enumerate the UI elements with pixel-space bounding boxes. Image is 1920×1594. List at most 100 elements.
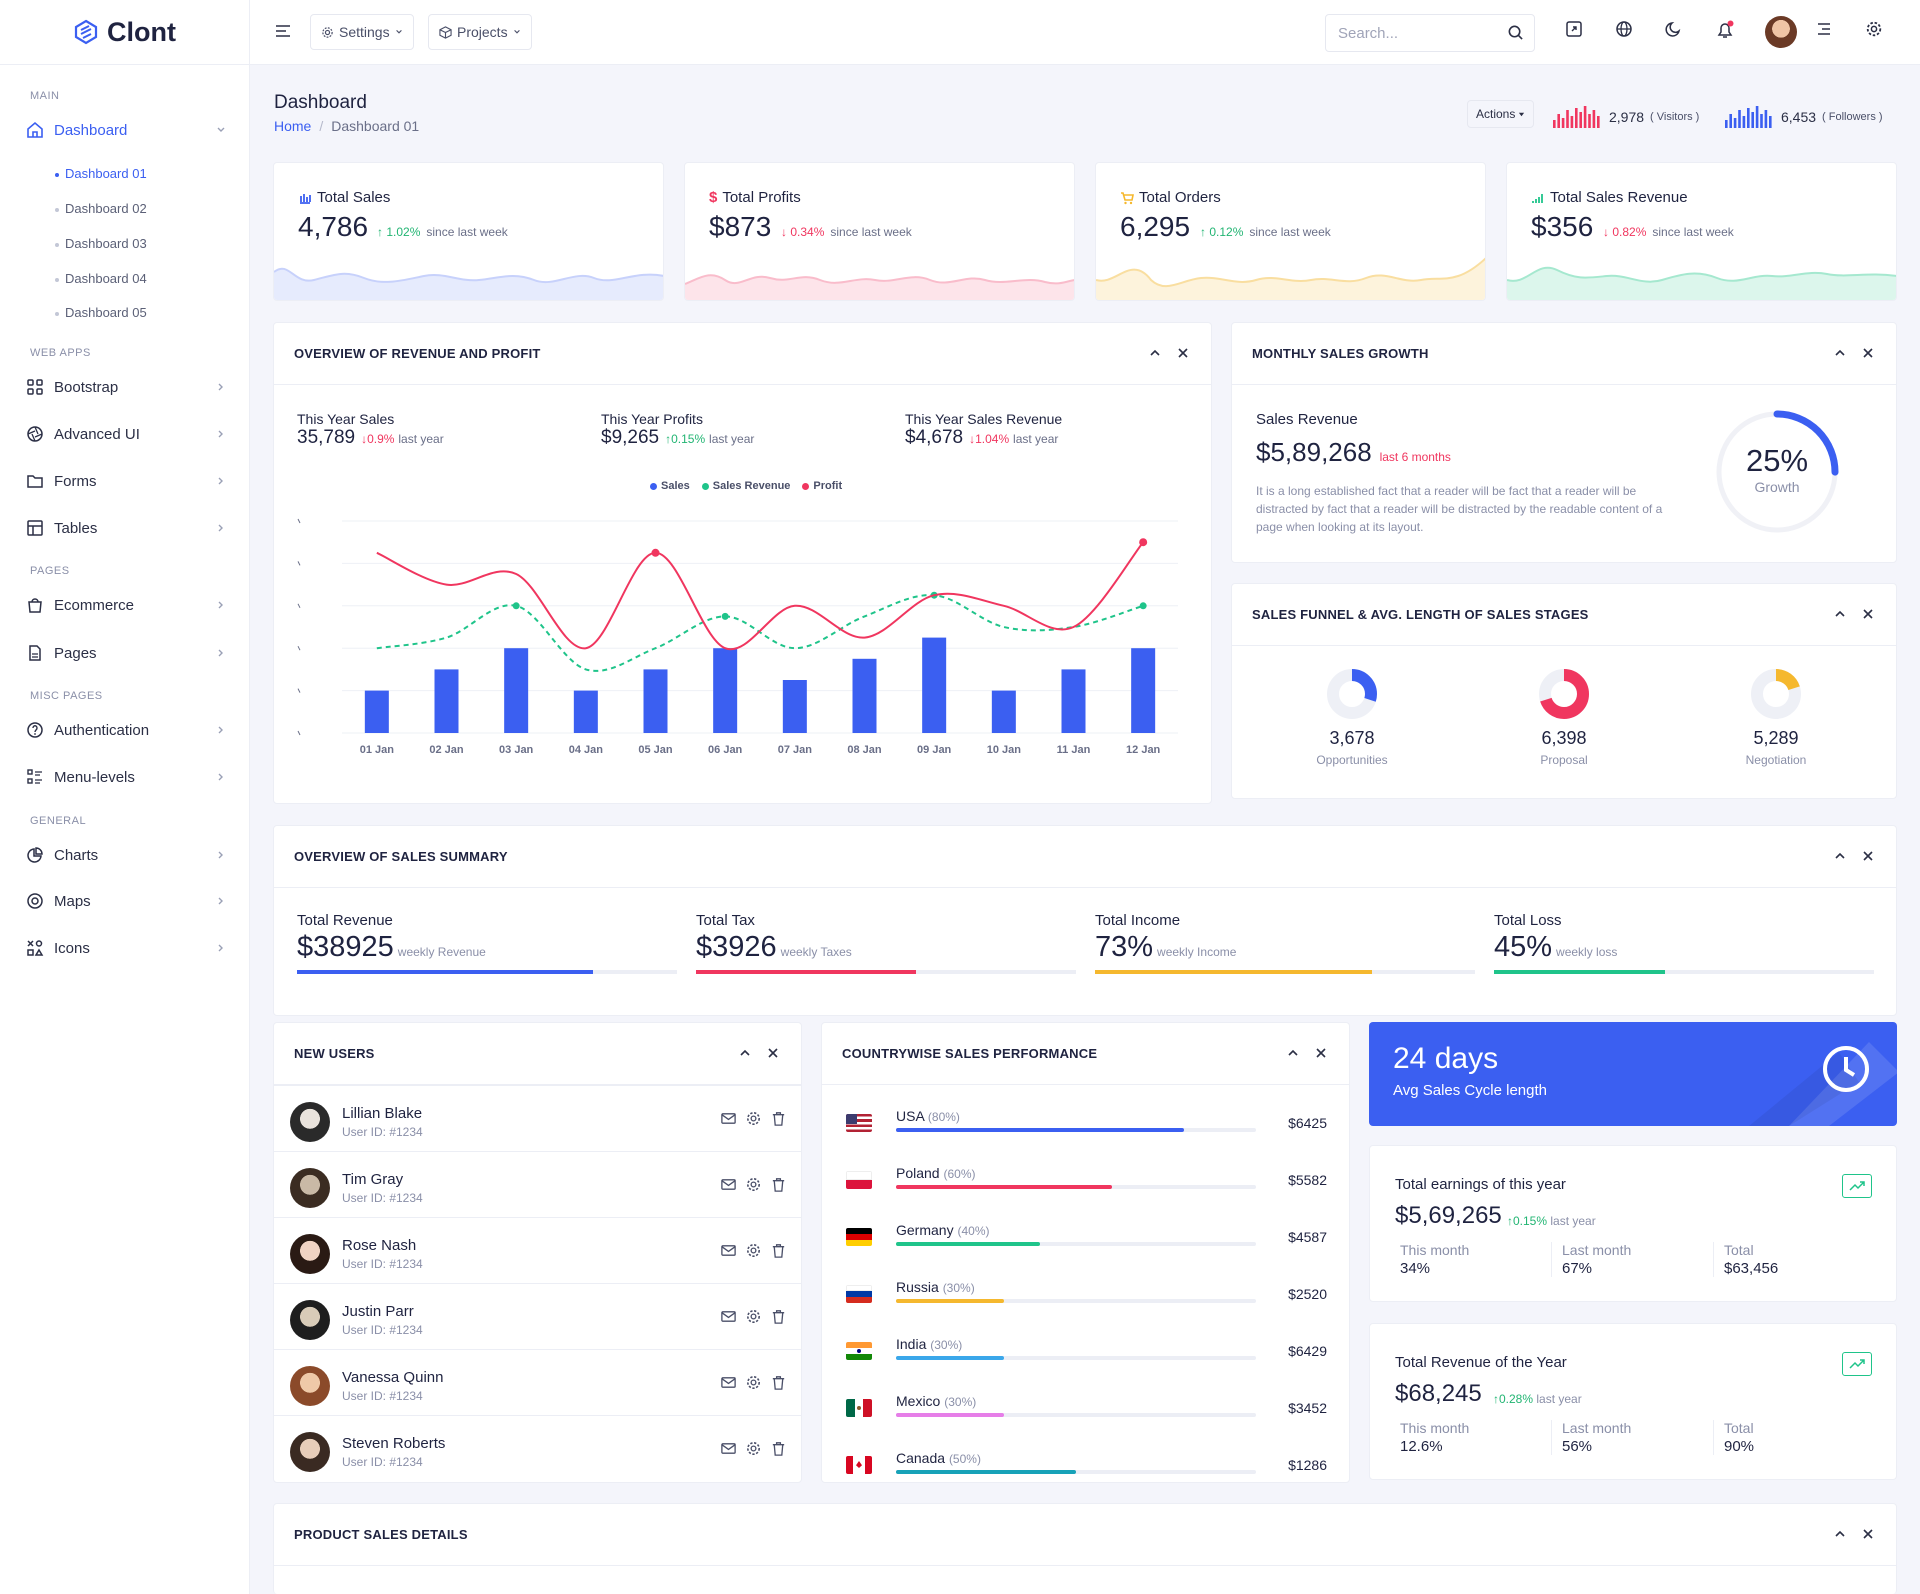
fullscreen-icon[interactable] (1565, 20, 1583, 38)
sidebar-item-ecommerce[interactable]: Ecommerce (0, 585, 250, 625)
align-right-icon[interactable] (1815, 20, 1833, 38)
gear-icon[interactable] (745, 1242, 762, 1259)
user-avatar[interactable] (290, 1366, 330, 1406)
close-icon[interactable] (1177, 347, 1189, 359)
search-input[interactable]: Search... (1325, 14, 1535, 52)
summary-progress-fill (1494, 970, 1665, 974)
close-icon[interactable] (1862, 850, 1874, 862)
overview-stat-sales: This Year Sales 35,789 ↓0.9% last year (297, 411, 444, 449)
collapse-icon[interactable] (1149, 347, 1161, 359)
x-tick-label: 08 Jan (847, 744, 882, 756)
chevron-right-icon (216, 896, 226, 906)
user-actions (720, 1110, 787, 1127)
globe-icon[interactable] (1615, 20, 1633, 38)
projects-dropdown[interactable]: Projects (428, 14, 532, 50)
trash-icon[interactable] (770, 1176, 787, 1193)
gear-icon[interactable] (745, 1308, 762, 1325)
x-tick-label: 11 Jan (1057, 744, 1091, 756)
user-avatar[interactable] (290, 1432, 330, 1472)
settings-dropdown[interactable]: Settings (310, 14, 414, 50)
sidebar-sub-dashboard-04[interactable]: Dashboard 04 (55, 271, 147, 286)
country-progress-track (896, 1356, 1256, 1360)
x-tick-label: 07 Jan (778, 744, 813, 756)
user-avatar[interactable] (1765, 16, 1797, 48)
sidebar-item-bootstrap[interactable]: Bootstrap (0, 367, 250, 407)
gear-icon[interactable] (745, 1440, 762, 1457)
kpi-label-text: Total Orders (1139, 189, 1221, 206)
trash-icon[interactable] (770, 1110, 787, 1127)
collapse-icon[interactable] (1834, 1528, 1846, 1540)
mail-icon[interactable] (720, 1176, 737, 1193)
legend-profit[interactable]: Profit (802, 480, 842, 492)
trend-up-icon[interactable] (1842, 1352, 1872, 1376)
sidebar-item-icons[interactable]: Icons (0, 928, 250, 968)
trend-up-icon[interactable] (1842, 1174, 1872, 1198)
gear-icon[interactable] (1865, 20, 1883, 38)
close-icon[interactable] (1862, 347, 1874, 359)
sidebar-item-advanced-ui[interactable]: Advanced UI (0, 414, 250, 454)
logo[interactable]: Clont (0, 0, 249, 65)
sidebar-item-pages[interactable]: Pages (0, 633, 250, 673)
close-icon[interactable] (1862, 608, 1874, 620)
x-tick-label: 06 Jan (708, 744, 743, 756)
search-icon[interactable] (1507, 24, 1524, 41)
actions-dropdown[interactable]: Actions (1467, 100, 1535, 128)
mail-icon[interactable] (720, 1110, 737, 1127)
mail-icon[interactable] (720, 1374, 737, 1391)
user-name[interactable]: Vanessa Quinn (342, 1369, 444, 1386)
mail-icon[interactable] (720, 1242, 737, 1259)
collapse-icon[interactable] (1834, 608, 1846, 620)
sidebar-item-label: Pages (54, 644, 97, 662)
sidebar-item-forms[interactable]: Forms (0, 461, 250, 501)
mail-icon[interactable] (720, 1440, 737, 1457)
trash-icon[interactable] (770, 1242, 787, 1259)
bell-icon[interactable] (1715, 20, 1735, 40)
sidebar-item-authentication[interactable]: Authentication (0, 710, 250, 750)
sidebar-item-charts[interactable]: Charts (0, 835, 250, 875)
trash-icon[interactable] (770, 1440, 787, 1457)
card-title: OVERVIEW OF SALES SUMMARY (294, 849, 508, 864)
col-value: 34% (1400, 1260, 1431, 1277)
menu-toggle-icon[interactable] (274, 22, 292, 40)
sidebar-sub-dashboard-03[interactable]: Dashboard 03 (55, 236, 147, 251)
sidebar-item-menu-levels[interactable]: Menu-levels (0, 757, 250, 797)
collapse-icon[interactable] (1287, 1047, 1299, 1059)
user-name[interactable]: Lillian Blake (342, 1105, 423, 1122)
close-icon[interactable] (767, 1047, 779, 1059)
legend-sales-revenue[interactable]: Sales Revenue (702, 480, 791, 492)
gear-icon[interactable] (745, 1374, 762, 1391)
summary-sub: weekly Revenue (397, 945, 486, 959)
trash-icon[interactable] (770, 1308, 787, 1325)
user-avatar[interactable] (290, 1234, 330, 1274)
user-name[interactable]: Tim Gray (342, 1171, 404, 1188)
sidebar-sub-dashboard-01[interactable]: Dashboard 01 (55, 166, 147, 181)
collapse-icon[interactable] (1834, 347, 1846, 359)
gear-icon[interactable] (745, 1110, 762, 1127)
user-avatar[interactable] (290, 1102, 330, 1142)
growth-ring-text: 25% Growth (1710, 443, 1844, 495)
user-avatar[interactable] (290, 1300, 330, 1340)
kpi-sparkline (685, 274, 1074, 300)
collapse-icon[interactable] (1834, 850, 1846, 862)
collapse-icon[interactable] (739, 1047, 751, 1059)
gear-icon[interactable] (745, 1176, 762, 1193)
mail-icon[interactable] (720, 1308, 737, 1325)
funnel-item-opportunities: 3,678 Opportunities (1292, 668, 1412, 767)
spark-bar (1738, 110, 1741, 128)
sidebar-item-maps[interactable]: Maps (0, 881, 250, 921)
breadcrumb-home[interactable]: Home (274, 118, 312, 134)
sidebar-sub-dashboard-02[interactable]: Dashboard 02 (55, 201, 147, 216)
user-name[interactable]: Justin Parr (342, 1303, 414, 1320)
close-icon[interactable] (1862, 1528, 1874, 1540)
close-icon[interactable] (1315, 1047, 1327, 1059)
user-avatar[interactable] (290, 1168, 330, 1208)
user-name[interactable]: Steven Roberts (342, 1435, 446, 1452)
user-name[interactable]: Rose Nash (342, 1237, 417, 1254)
trash-icon[interactable] (770, 1374, 787, 1391)
moon-icon[interactable] (1665, 20, 1683, 38)
sidebar-item-dashboard[interactable]: Dashboard (0, 110, 250, 150)
pie-chart-icon (26, 846, 44, 864)
sidebar-sub-dashboard-05[interactable]: Dashboard 05 (55, 305, 147, 320)
sidebar-item-tables[interactable]: Tables (0, 508, 250, 548)
legend-sales[interactable]: Sales (650, 480, 690, 492)
